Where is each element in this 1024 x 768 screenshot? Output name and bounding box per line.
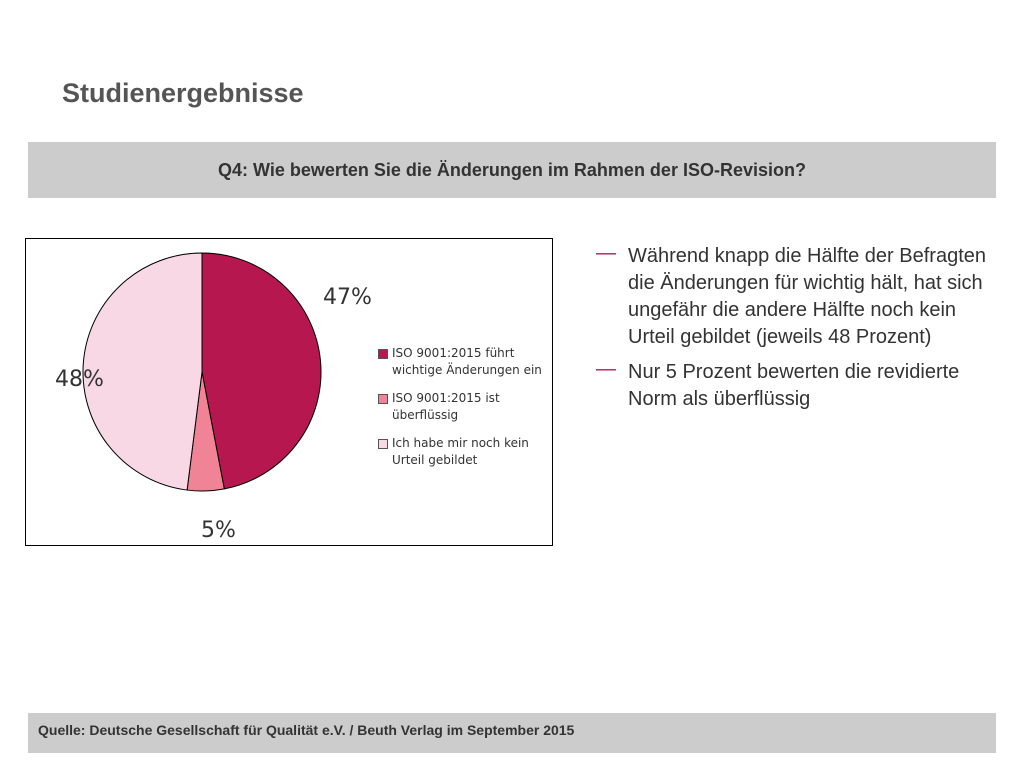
question-text: Q4: Wie bewerten Sie die Änderungen im R…: [218, 159, 806, 180]
legend-label-1: ISO 9001:2015 ist überflüssig: [392, 391, 500, 422]
chart-legend: ISO 9001:2015 führt wichtige Änderungen …: [378, 345, 548, 480]
legend-label-2: Ich habe mir noch kein Urteil gebildet: [392, 436, 529, 467]
pie-data-label-1: 5%: [201, 518, 236, 543]
pie-data-label-0: 47%: [323, 285, 372, 310]
dash-bullet-icon: —: [596, 358, 616, 380]
legend-item: ISO 9001:2015 ist überflüssig: [378, 390, 548, 424]
pie-chart-panel: 47% 5% 48% ISO 9001:2015 führt wichtige Än…: [25, 238, 553, 546]
pie-chart: 47% 5% 48%: [55, 252, 372, 543]
legend-swatch-0: [378, 349, 388, 359]
source-footer: Quelle: Deutsche Gesellschaft für Qualit…: [28, 713, 996, 753]
question-banner: Q4: Wie bewerten Sie die Änderungen im R…: [28, 142, 996, 198]
list-item: — Während knapp die Hälfte der Befragten…: [596, 243, 986, 351]
pie-slice-0: [201, 252, 322, 490]
dash-bullet-icon: —: [596, 242, 616, 264]
finding-text: Während knapp die Hälfte der Befragten d…: [628, 245, 986, 348]
legend-label-0: ISO 9001:2015 führt wichtige Änderungen …: [392, 346, 542, 377]
legend-swatch-2: [378, 439, 388, 449]
findings-list: — Während knapp die Hälfte der Befragten…: [596, 243, 986, 421]
pie-slice-2: [82, 252, 203, 491]
pie-data-label-2: 48%: [55, 367, 104, 392]
page-title: Studienergebnisse: [62, 78, 304, 108]
legend-item: ISO 9001:2015 führt wichtige Änderungen …: [378, 345, 548, 379]
legend-swatch-1: [378, 394, 388, 404]
finding-text: Nur 5 Prozent bewerten die revidierte No…: [628, 361, 960, 410]
legend-item: Ich habe mir noch kein Urteil gebildet: [378, 435, 548, 469]
source-text: Quelle: Deutsche Gesellschaft für Qualit…: [38, 722, 575, 738]
list-item: — Nur 5 Prozent bewerten die revidierte …: [596, 359, 986, 413]
